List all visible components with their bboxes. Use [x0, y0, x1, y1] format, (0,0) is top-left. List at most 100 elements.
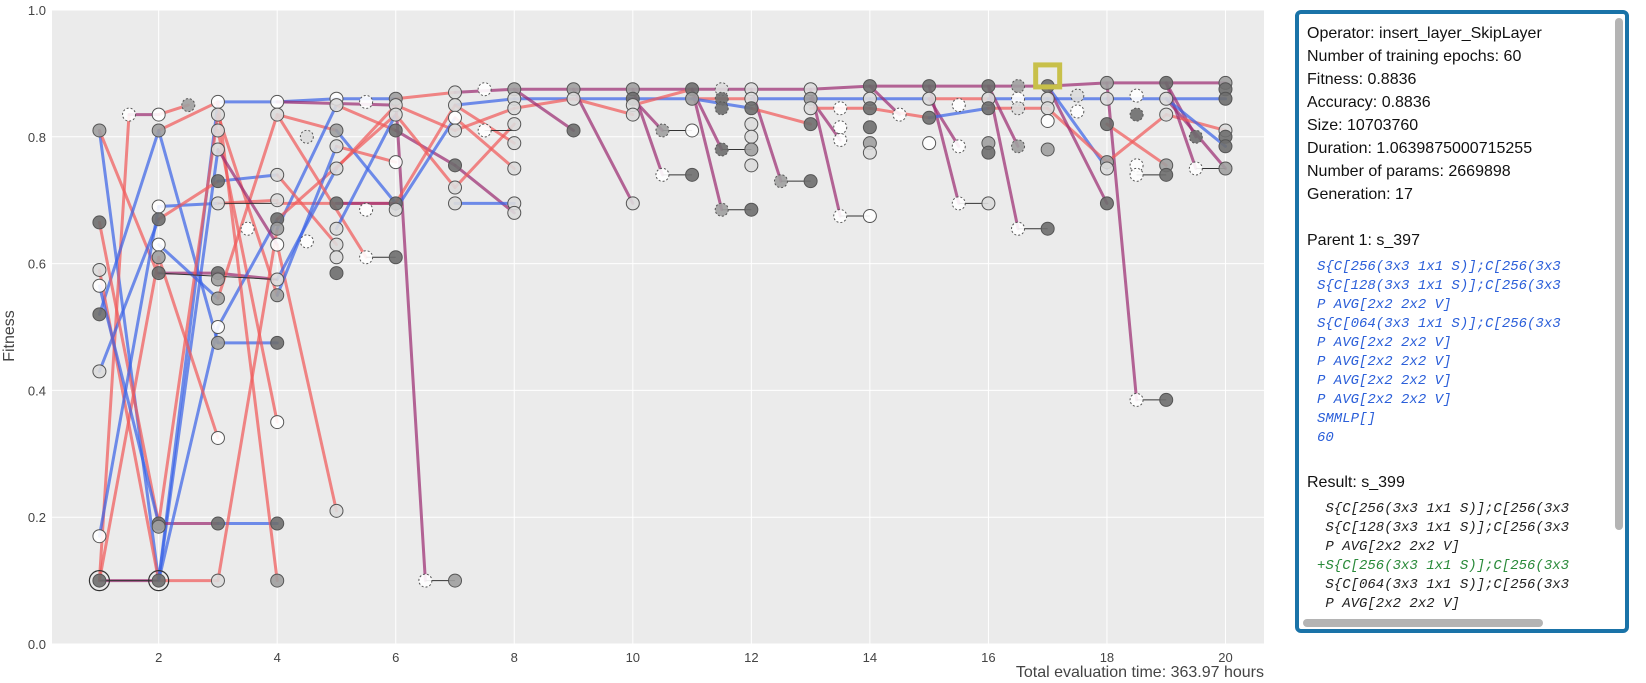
individual-point[interactable]	[329, 503, 344, 518]
individual-point[interactable]	[1070, 104, 1085, 119]
individual-point[interactable]	[507, 117, 522, 132]
fitness-chart-svg[interactable]: 2 4 6 8 10 12 14 16 18 20 0.0 0.2 0.4 0.6 0.8 1.0 Fitne…	[0, 0, 1270, 683]
individual-point[interactable]	[210, 291, 225, 306]
individual-point[interactable]	[1040, 142, 1055, 157]
individual-point[interactable]	[448, 158, 463, 173]
individual-point[interactable]	[655, 123, 670, 138]
individual-point[interactable]	[270, 573, 285, 588]
individual-point[interactable]	[329, 98, 344, 113]
individual-point[interactable]	[151, 123, 166, 138]
individual-point[interactable]	[92, 123, 107, 138]
individual-point[interactable]	[1070, 88, 1085, 103]
individual-point[interactable]	[151, 107, 166, 122]
individual-point[interactable]	[270, 415, 285, 430]
individual-point[interactable]	[448, 573, 463, 588]
individual-point[interactable]	[270, 272, 285, 287]
individual-point[interactable]	[507, 136, 522, 151]
individual-point[interactable]	[151, 212, 166, 227]
individual-point[interactable]	[1159, 91, 1174, 106]
individual-point[interactable]	[1129, 167, 1144, 182]
individual-point[interactable]	[92, 215, 107, 230]
individual-point[interactable]	[329, 123, 344, 138]
individual-point[interactable]	[329, 161, 344, 176]
individual-point[interactable]	[1099, 196, 1114, 211]
individual-point[interactable]	[477, 123, 492, 138]
individual-point[interactable]	[951, 196, 966, 211]
individual-point[interactable]	[981, 196, 996, 211]
individual-point[interactable]	[744, 202, 759, 217]
individual-point[interactable]	[507, 101, 522, 116]
individual-point[interactable]	[92, 529, 107, 544]
individual-point[interactable]	[92, 307, 107, 322]
individual-point[interactable]	[151, 237, 166, 252]
individual-point[interactable]	[1218, 139, 1233, 154]
individual-point[interactable]	[1129, 392, 1144, 407]
individual-point[interactable]	[210, 107, 225, 122]
individual-point[interactable]	[1159, 392, 1174, 407]
individual-point[interactable]	[1129, 88, 1144, 103]
individual-point[interactable]	[862, 145, 877, 160]
individual-point[interactable]	[388, 202, 403, 217]
horizontal-scrollbar-thumb[interactable]	[1303, 619, 1543, 627]
individual-point[interactable]	[151, 250, 166, 265]
individual-point[interactable]	[151, 199, 166, 214]
individual-point[interactable]	[270, 107, 285, 122]
individual-point[interactable]	[951, 139, 966, 154]
individual-point[interactable]	[1040, 101, 1055, 116]
horizontal-scrollbar[interactable]	[1303, 619, 1611, 627]
individual-point[interactable]	[744, 129, 759, 144]
individual-points[interactable]	[88, 75, 1233, 592]
individual-point[interactable]	[210, 174, 225, 189]
individual-point[interactable]	[210, 320, 225, 334]
individual-point[interactable]	[210, 123, 225, 138]
individual-point[interactable]	[1159, 167, 1174, 182]
individual-point[interactable]	[507, 161, 522, 176]
individual-point[interactable]	[1159, 107, 1174, 122]
individual-point[interactable]	[833, 132, 848, 147]
individual-point[interactable]	[270, 288, 285, 303]
individual-point[interactable]	[299, 129, 314, 144]
individual-point[interactable]	[151, 573, 166, 588]
individual-point[interactable]	[1218, 91, 1233, 106]
individual-point[interactable]	[922, 79, 937, 94]
individual-point[interactable]	[833, 209, 848, 224]
fitness-chart[interactable]: 2 4 6 8 10 12 14 16 18 20 0.0 0.2 0.4 0.6 0.8 1.0 Fitne…	[0, 0, 1270, 683]
individual-point[interactable]	[1011, 79, 1026, 94]
individual-point[interactable]	[210, 196, 225, 211]
individual-point[interactable]	[329, 196, 344, 211]
individual-point[interactable]	[270, 167, 285, 182]
individual-point[interactable]	[714, 142, 729, 157]
individual-point[interactable]	[210, 142, 225, 157]
individual-point[interactable]	[92, 278, 107, 293]
individual-point[interactable]	[92, 364, 107, 379]
individual-point[interactable]	[862, 79, 877, 94]
individual-point[interactable]	[1159, 75, 1174, 90]
individual-point[interactable]	[151, 266, 166, 281]
individual-point[interactable]	[1011, 221, 1026, 236]
individual-point[interactable]	[744, 142, 759, 157]
individual-point[interactable]	[981, 145, 996, 160]
individual-point[interactable]	[448, 110, 463, 125]
individual-point[interactable]	[833, 101, 848, 116]
individual-point[interactable]	[922, 110, 937, 125]
individual-point[interactable]	[981, 101, 996, 116]
individual-point[interactable]	[388, 123, 403, 138]
individual-point[interactable]	[210, 516, 225, 531]
individual-point[interactable]	[1040, 221, 1055, 236]
individual-point[interactable]	[922, 136, 937, 151]
individual-point[interactable]	[714, 202, 729, 217]
individual-point[interactable]	[566, 123, 581, 138]
individual-point[interactable]	[862, 101, 877, 116]
individual-point[interactable]	[388, 155, 403, 170]
individual-point[interactable]	[448, 98, 463, 113]
vertical-scrollbar[interactable]	[1615, 18, 1623, 623]
individual-point[interactable]	[655, 167, 670, 182]
individual-point[interactable]	[744, 158, 759, 173]
individual-point[interactable]	[1099, 161, 1114, 176]
individual-point[interactable]	[240, 221, 255, 236]
individual-point[interactable]	[181, 98, 196, 113]
individual-point[interactable]	[329, 139, 344, 154]
individual-point[interactable]	[359, 250, 374, 265]
individual-point[interactable]	[210, 272, 225, 287]
individual-point[interactable]	[151, 519, 166, 534]
